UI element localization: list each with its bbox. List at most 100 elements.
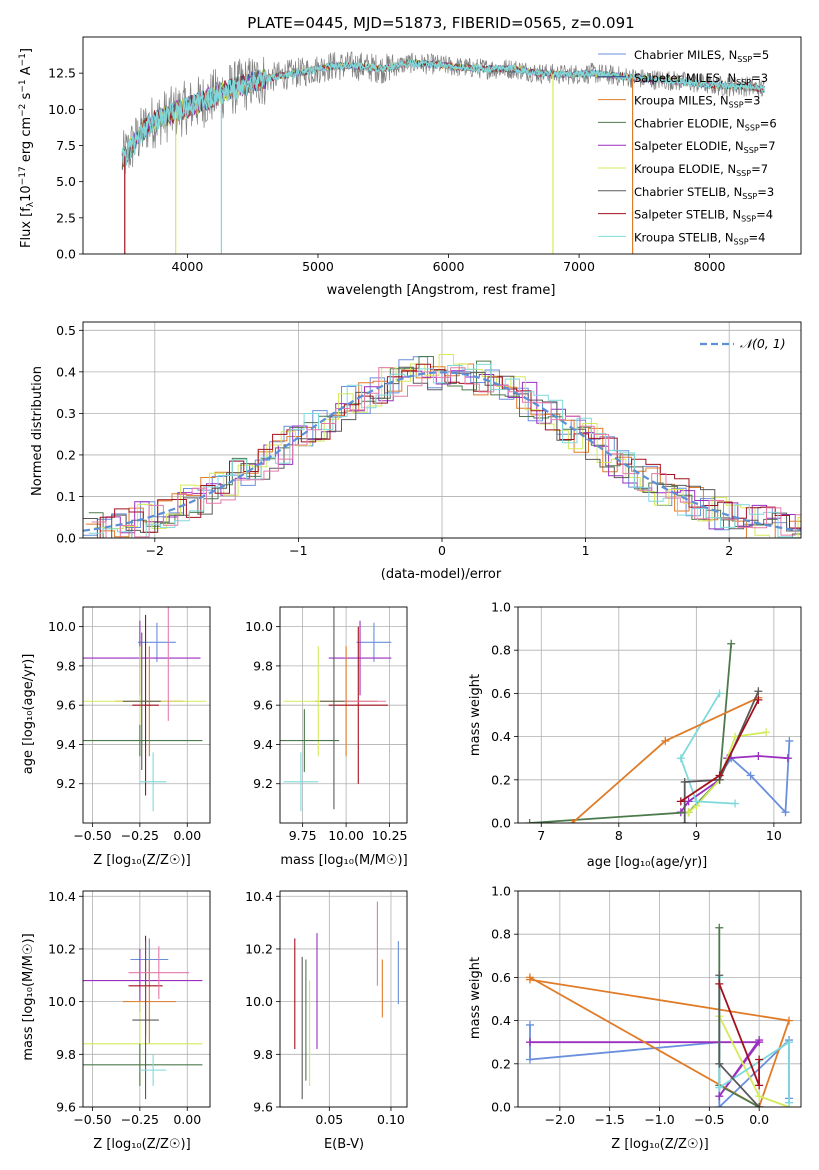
axes-frame: [82, 321, 802, 539]
ytick-label: 7.5: [56, 138, 76, 153]
xtick-label: 5000: [302, 259, 334, 274]
massweight-marker: [755, 1036, 764, 1045]
massweight-marker: [525, 1020, 534, 1029]
ytick-label: 9.2: [56, 776, 76, 791]
ytick-label: 9.8: [56, 1047, 76, 1062]
massweight-marker: [754, 695, 763, 704]
massweight-line-chabrier-elodie: [529, 643, 733, 823]
massweight-marker: [680, 777, 689, 786]
massweight-marker: [754, 687, 763, 696]
xtick-label: 8: [615, 828, 623, 843]
massweight-marker: [715, 1059, 724, 1068]
massweight-marker: [781, 808, 790, 817]
plot-area-massweight_vs_Z: [525, 923, 794, 1107]
ageZ-ylabel: age [log₁₀(age/yr)]: [21, 654, 36, 775]
plot-area-mass_vs_EBV: [294, 901, 399, 1100]
massZ-xlabel: Z [log₁₀(Z/Z☉)]: [93, 1137, 190, 1152]
massweight-line-chabrier-elodie: [718, 927, 760, 1107]
massweight-line-kroupa-elodie: [718, 1015, 790, 1107]
ageM-xlabel: mass [log₁₀(M/M☉)]: [280, 853, 407, 868]
residual-histogram-kroupa-stelib: [88, 363, 801, 538]
ytick-label: 0.0: [491, 816, 511, 831]
ytick-label: 9.8: [56, 658, 76, 673]
spectrum-title: PLATE=0445, MJD=51873, FIBERID=0565, z=0…: [247, 14, 634, 32]
xtick-label: 8000: [694, 259, 726, 274]
ytick-label: 9.4: [253, 737, 273, 752]
xtick-label: 4000: [172, 259, 204, 274]
massweight-line-kroupa-elodie: [688, 731, 767, 813]
axes-frame: [82, 606, 211, 824]
xtick-label: 6000: [433, 259, 465, 274]
legend-label: Kroupa MILES, NSSP=3: [634, 94, 760, 110]
ytick-label: 2.5: [56, 210, 76, 225]
legend-label: Salpeter MILES, NSSP=3: [634, 71, 768, 87]
massweight-marker: [715, 923, 724, 932]
residual-xlabel: (data-model)/error: [381, 567, 502, 582]
plot-area-age_vs_Z: [83, 607, 207, 812]
axes-frame: [279, 890, 408, 1108]
massweight-line-kroupa-stelib: [679, 692, 736, 805]
massweight-vs-metallicity-panel: Z [log₁₀(Z/Z☉)] mass weight −2.0 −1.5 −1.0…: [468, 884, 802, 1152]
ytick-label: 0.6: [491, 686, 511, 701]
xtick-label: 0.00: [173, 1112, 201, 1127]
ytick-label: 0.2: [491, 1056, 511, 1071]
ytick-label: 0.4: [56, 364, 76, 379]
legend-label: Salpeter STELIB, NSSP=4: [634, 208, 773, 224]
axes-frame: [82, 890, 211, 1108]
ytick-label: 0.4: [491, 1013, 511, 1028]
xtick-label: 7000: [563, 259, 595, 274]
massweight-marker: [715, 979, 724, 988]
ytick-label: 10.4: [48, 889, 76, 904]
legend-label: Kroupa STELIB, NSSP=4: [634, 230, 765, 246]
mwZ-ylabel: mass weight: [468, 957, 483, 1039]
axes-frame: [517, 606, 802, 824]
xtick-label: 0.0: [749, 1112, 769, 1127]
ytick-label: 0.0: [56, 531, 76, 546]
xtick-label: −0.25: [121, 828, 159, 843]
ytick-label: 9.4: [56, 737, 76, 752]
massweight-marker: [684, 808, 693, 817]
xtick-label: −1.5: [594, 1112, 624, 1127]
ytick-label: 10.2: [245, 941, 273, 956]
ytick-label: 10.0: [245, 994, 273, 1009]
massE-xlabel: E(B-V): [324, 1137, 364, 1152]
ytick-label: 0.3: [56, 406, 76, 421]
massweight-marker: [692, 797, 701, 806]
residual-panel: (data-model)/error Normed distribution −…: [30, 321, 802, 582]
xtick-label: 0.10: [377, 1112, 405, 1127]
massweight-line-kroupa-stelib: [718, 977, 790, 1103]
massweight-marker: [785, 1038, 794, 1047]
ytick-label: 0.6: [491, 970, 511, 985]
legend-label: Chabrier STELIB, NSSP=3: [634, 185, 774, 201]
ytick-label: 9.6: [56, 698, 76, 713]
ytick-label: 10.0: [245, 619, 273, 634]
ytick-label: 10.0: [48, 102, 76, 117]
massweight-marker: [525, 975, 534, 984]
residual-histogram-kroupa-miles: [85, 363, 801, 538]
plot-area-spectrum: [121, 51, 765, 254]
gaussian-reference-curve: [83, 371, 801, 532]
massweight-marker: [715, 971, 724, 980]
ytick-label: 1.0: [491, 600, 511, 615]
ytick-label: 9.6: [56, 1100, 76, 1115]
ytick-label: 0.1: [56, 489, 76, 504]
xtick-label: −0.50: [73, 828, 111, 843]
massweight-marker: [680, 819, 689, 823]
spectrum-ylabel: Flux [fλ10−17 erg cm−2 s−1 A−1]: [18, 48, 36, 248]
massweight-marker: [715, 1092, 724, 1101]
ytick-label: 10.4: [245, 889, 273, 904]
ytick-label: 0.0: [491, 1100, 511, 1115]
massweight-marker: [755, 1103, 764, 1107]
xtick-label: 0: [438, 543, 446, 558]
massweight-marker: [568, 819, 577, 823]
xtick-label: 1: [582, 543, 590, 558]
massweight-marker: [755, 1055, 764, 1064]
axes-frame: [279, 606, 408, 824]
xtick-label: 9.75: [289, 828, 317, 843]
massweight-marker: [676, 754, 685, 763]
xtick-label: −1.0: [644, 1112, 674, 1127]
massweight-marker: [715, 1103, 724, 1107]
axes-frame: [517, 890, 802, 1108]
mwAge-xlabel: age [log₁₀(age/yr)]: [587, 855, 708, 870]
